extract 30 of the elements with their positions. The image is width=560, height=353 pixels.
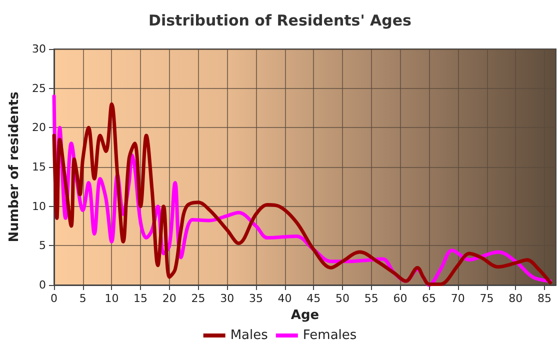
y-tick-label: 20 [32,121,46,134]
x-tick-label: 35 [248,292,263,305]
x-tick-label: 70 [450,292,465,305]
x-tick-label: 85 [537,292,552,305]
y-tick-label: 25 [32,82,46,95]
x-tick-label: 40 [278,292,292,305]
x-tick-label: 80 [508,292,523,305]
x-axis-title: Age [290,308,320,323]
x-tick-label: 55 [364,292,378,305]
x-tick-label: 75 [480,292,494,305]
x-tick-label: 30 [220,292,234,305]
x-tick-label: 45 [306,292,321,305]
y-tick-label: 10 [32,200,46,213]
x-tick-label: 25 [191,292,206,305]
chart-title: Distribution of Residents' Ages [148,12,412,30]
legend-label: Females [302,328,357,343]
x-tick-label: 65 [422,292,436,305]
x-tick-label: 50 [336,292,350,305]
y-axis-title: Number of residents [7,91,22,242]
y-tick-label: 5 [39,239,46,252]
y-tick-label: 30 [32,42,46,56]
x-tick-label: 15 [134,292,148,305]
x-tick-label: 5 [79,292,86,305]
x-tick-label: 60 [393,292,408,305]
y-tick-label: 0 [39,278,46,292]
x-tick-label: 20 [162,292,176,305]
legend-label: Males [230,328,268,343]
x-tick-label: 10 [104,292,119,305]
y-tick-label: 15 [32,160,46,174]
x-tick-label: 0 [50,292,58,305]
